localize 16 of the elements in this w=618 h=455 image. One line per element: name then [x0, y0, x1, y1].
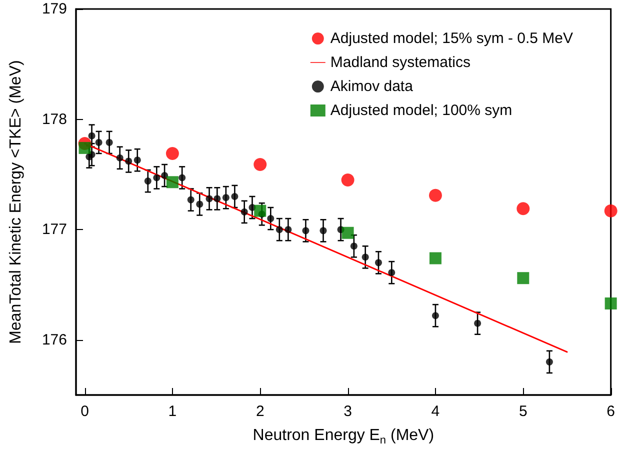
- x-tick-label: 3: [344, 403, 352, 420]
- x-tick-label: 1: [168, 403, 177, 420]
- x-tick-label: 2: [256, 403, 264, 420]
- x-tick-label: 5: [518, 403, 528, 420]
- x-tick-label: 6: [606, 403, 615, 420]
- y-axis-title: MeanTotal Kinetic Energy <TKE> (MeV): [8, 60, 24, 344]
- y-tick-label: 176: [42, 331, 67, 348]
- y-tick-label: 177: [42, 221, 67, 238]
- x-tick-label: 4: [431, 403, 440, 420]
- y-tick-label: 178: [42, 110, 67, 128]
- legend-label: Akimov data: [330, 78, 414, 95]
- legend-label: Madland systematics: [330, 54, 470, 71]
- legend-label: Adjusted model; 15% sym - 0.5 MeV: [330, 30, 573, 47]
- legend-label: Adjusted model; 100% sym: [330, 102, 512, 119]
- x-tick-label: 0: [80, 403, 89, 420]
- y-tick-label: 179: [42, 0, 67, 18]
